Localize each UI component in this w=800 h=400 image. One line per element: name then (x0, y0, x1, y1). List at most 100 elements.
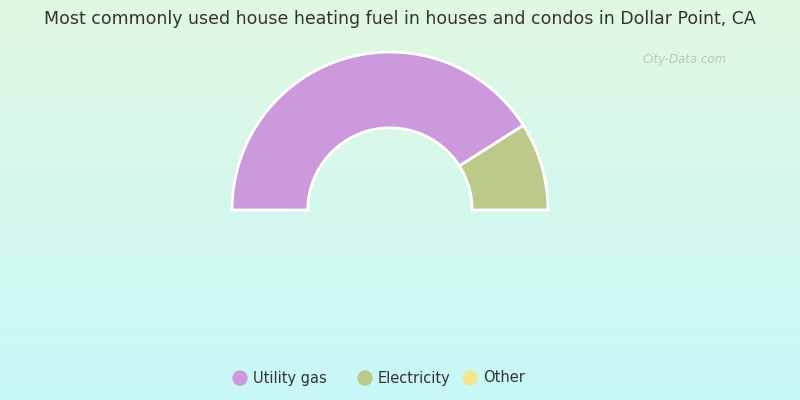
Bar (0, 49, 800, 51)
Bar (0, 324, 800, 325)
Bar (0, 31, 800, 32)
Bar (0, 320, 800, 321)
Bar (0, 99, 800, 100)
Bar (0, 383, 800, 384)
Bar (0, 333, 800, 335)
Bar (0, 311, 800, 312)
Bar (0, 85, 800, 87)
Bar (0, 372, 800, 373)
Bar (0, 12, 800, 13)
Bar (0, 307, 800, 308)
Bar (0, 309, 800, 311)
Circle shape (463, 371, 477, 385)
Bar (0, 272, 800, 273)
Bar (0, 249, 800, 251)
Bar (0, 207, 800, 208)
Bar (0, 268, 800, 269)
Bar (0, 179, 800, 180)
Bar (0, 101, 800, 103)
Bar (0, 89, 800, 91)
Bar (0, 33, 800, 35)
Bar (0, 295, 800, 296)
Bar (0, 191, 800, 192)
Bar (0, 391, 800, 392)
Bar (0, 169, 800, 171)
Bar (0, 41, 800, 43)
Bar (0, 263, 800, 264)
Bar (0, 19, 800, 20)
Bar (0, 8, 800, 9)
Bar (0, 280, 800, 281)
Bar (0, 145, 800, 147)
Bar (0, 204, 800, 205)
Bar (0, 189, 800, 191)
Bar (0, 7, 800, 8)
Bar (0, 260, 800, 261)
Bar (0, 265, 800, 267)
Bar (0, 317, 800, 319)
Bar (0, 393, 800, 395)
Bar (0, 368, 800, 369)
Bar (0, 120, 800, 121)
Circle shape (358, 371, 372, 385)
Bar (0, 363, 800, 364)
Bar (0, 277, 800, 279)
Bar (0, 289, 800, 291)
Bar (0, 16, 800, 17)
Bar (0, 224, 800, 225)
Bar (0, 276, 800, 277)
Circle shape (233, 371, 247, 385)
Bar (0, 196, 800, 197)
Text: Electricity: Electricity (378, 370, 450, 386)
Bar (0, 44, 800, 45)
Bar (0, 68, 800, 69)
Bar (0, 133, 800, 135)
Bar (0, 17, 800, 19)
Bar (0, 351, 800, 352)
Bar (0, 327, 800, 328)
Bar (0, 165, 800, 167)
Bar (0, 112, 800, 113)
Bar (0, 287, 800, 288)
Bar (0, 335, 800, 336)
Bar (0, 59, 800, 60)
Bar (0, 21, 800, 23)
Bar (0, 349, 800, 351)
Bar (0, 144, 800, 145)
Bar (0, 296, 800, 297)
Bar (0, 336, 800, 337)
Bar (0, 347, 800, 348)
Bar (0, 283, 800, 284)
Bar (0, 288, 800, 289)
Bar (0, 163, 800, 164)
Bar (0, 55, 800, 56)
Bar (0, 108, 800, 109)
Bar (0, 183, 800, 184)
Bar (0, 132, 800, 133)
Bar (0, 229, 800, 231)
Bar (0, 267, 800, 268)
Bar (0, 97, 800, 99)
Text: Other: Other (483, 370, 525, 386)
Bar (0, 4, 800, 5)
Bar (0, 51, 800, 52)
Bar (0, 345, 800, 347)
Bar (0, 64, 800, 65)
Bar (0, 315, 800, 316)
Bar (0, 300, 800, 301)
Wedge shape (459, 125, 548, 210)
Bar (0, 103, 800, 104)
Bar (0, 95, 800, 96)
Bar (0, 396, 800, 397)
Bar (0, 387, 800, 388)
Bar (0, 136, 800, 137)
Bar (0, 367, 800, 368)
Bar (0, 176, 800, 177)
Bar (0, 148, 800, 149)
Bar (0, 111, 800, 112)
Bar (0, 124, 800, 125)
Bar (0, 63, 800, 64)
Bar (0, 11, 800, 12)
Bar (0, 181, 800, 183)
Bar (0, 43, 800, 44)
